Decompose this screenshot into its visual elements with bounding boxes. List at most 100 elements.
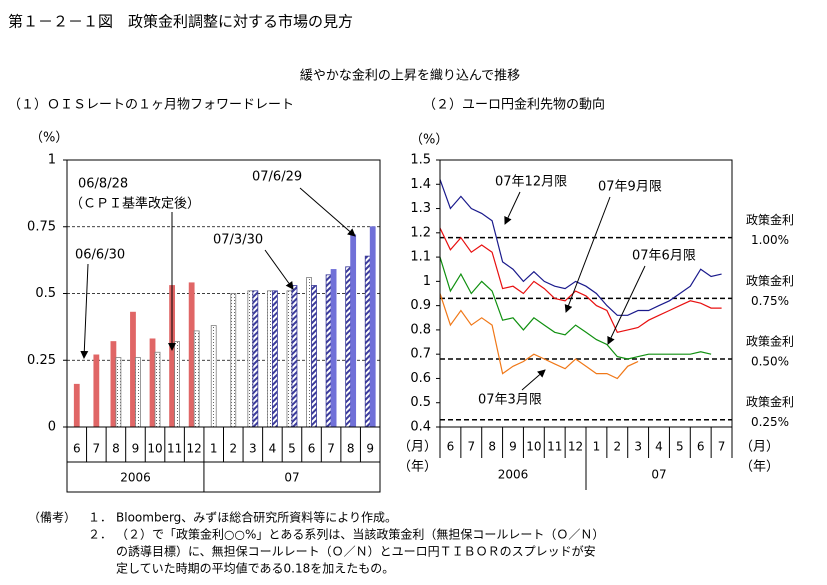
x-tick-label: 6 [308,442,316,456]
y-tick-label: 0.7 [410,347,431,362]
year-label: 07 [284,471,299,485]
x-tick-label: 7 [327,442,335,456]
reference-rate: 0.75% [751,294,789,308]
note-text: 定していた時期の平均値である0.18を加えたもの。 [116,561,394,576]
x-tick-label: 4 [269,442,277,456]
bar [350,234,357,428]
panel-title: （１）ＯＩＳレートの１ヶ月物フォワードレート [8,98,294,113]
y-tick-label: 0.8 [410,322,431,337]
bar [154,351,161,428]
x-tick-label: 10 [526,440,541,454]
year-label: 07 [651,468,666,482]
bar [130,311,136,428]
bar [364,255,371,428]
bar [115,357,122,428]
x-tick-label: 9 [366,442,374,456]
figure-title: 第１－２－１図 政策金利調整に対する市場の見方 [8,13,353,31]
year-label: 2006 [498,468,529,482]
x-tick-label: 11 [167,442,182,456]
x-tick-label: 5 [676,440,684,454]
annotation-arrow [521,369,546,391]
x-tick-label: 3 [249,442,257,456]
bar [230,293,237,428]
bar [149,338,156,428]
series-annotation: 06/6/30 [75,248,125,263]
x-tick-label: 1 [210,442,218,456]
y-tick-label: 0.4 [410,420,431,435]
bar [267,290,273,428]
bar [110,341,117,428]
annotation-arrow [264,249,294,290]
y-tick-label: 1 [423,274,431,289]
x-tick-label: 11 [547,440,562,454]
bar [174,341,180,428]
y-tick-label: 1.5 [410,153,431,168]
series-annotation: 07/6/29 [252,170,302,185]
panel-title: （２）ユーロ円金利先物の動向 [423,97,605,113]
x-tick-label: 9 [132,442,140,456]
bar [330,269,337,428]
year-label: 2006 [120,471,151,485]
bar [345,266,352,428]
y-tick-label: 0.75 [27,219,56,234]
bar [252,290,259,428]
note-text: の誘導目標）に、無担保コールレート（Ｏ／Ｎ）とユーロ円ＴＩＢＯＲのスプレッドが安 [116,544,596,559]
x-tick-label: 5 [288,442,296,456]
y-axis-label: （%） [410,133,448,148]
x-tick-label: 9 [509,440,517,454]
notes-heading: （備考） [28,510,76,525]
x-tick-label: 8 [347,442,355,456]
x-tick-label: 12 [568,440,583,454]
x-axis-label: （月） [398,440,437,455]
series-line [439,293,639,380]
x-axis-label: （年） [740,460,779,475]
series-line [439,227,722,333]
bar [291,285,298,428]
x-axis-label: （年） [398,460,437,475]
y-tick-label: 1.3 [410,201,431,216]
bar [247,290,254,428]
reference-rate: 0.50% [751,355,789,369]
note-number: １． [88,511,112,525]
y-tick-label: 1 [48,153,56,168]
y-tick-label: 0 [48,420,56,435]
bar [73,383,80,428]
bar [311,285,317,428]
bar [272,290,278,428]
series-annotation: 07年12月限 [495,175,567,190]
reference-label: 政策金利 [746,212,794,227]
x-tick-label: 6 [73,442,81,456]
series-annotation: 07/3/30 [213,233,263,248]
bar [325,274,332,428]
x-tick-label: 4 [655,440,663,454]
bar [93,354,100,428]
x-tick-label: 1 [593,440,601,454]
note-text: Bloomberg、みずほ総合研究所資料等により作成。 [116,510,397,525]
y-tick-label: 0.5 [410,395,431,410]
x-tick-label: 3 [634,440,642,454]
x-axis-label: （月） [740,440,779,455]
y-axis-label: （%） [30,131,68,146]
series-annotation: 07年6月限 [632,249,696,264]
y-tick-label: 0.5 [35,286,56,301]
bar [188,282,195,428]
axis-table [66,426,381,493]
reference-rate: 1.00% [751,233,789,247]
x-tick-label: 8 [112,442,120,456]
annotation-arrow [607,265,646,345]
y-tick-label: 1.1 [410,250,431,265]
y-tick-label: 0.9 [410,298,431,313]
reference-label: 政策金利 [746,334,794,349]
annotation-arrow [80,263,89,359]
x-tick-label: 2 [613,440,621,454]
x-tick-label: 7 [718,440,726,454]
note-text: （２）で「政策金利○○%」とある系列は、当該政策金利（無担保コールレート（Ｏ／Ｎ… [116,527,604,542]
x-tick-label: 8 [488,440,496,454]
x-tick-label: 6 [447,440,455,454]
x-tick-label: 12 [187,442,202,456]
bar [286,290,293,428]
x-tick-label: 10 [147,442,162,456]
series-annotation: 07年9月限 [598,180,662,195]
x-tick-label: 7 [93,442,101,456]
